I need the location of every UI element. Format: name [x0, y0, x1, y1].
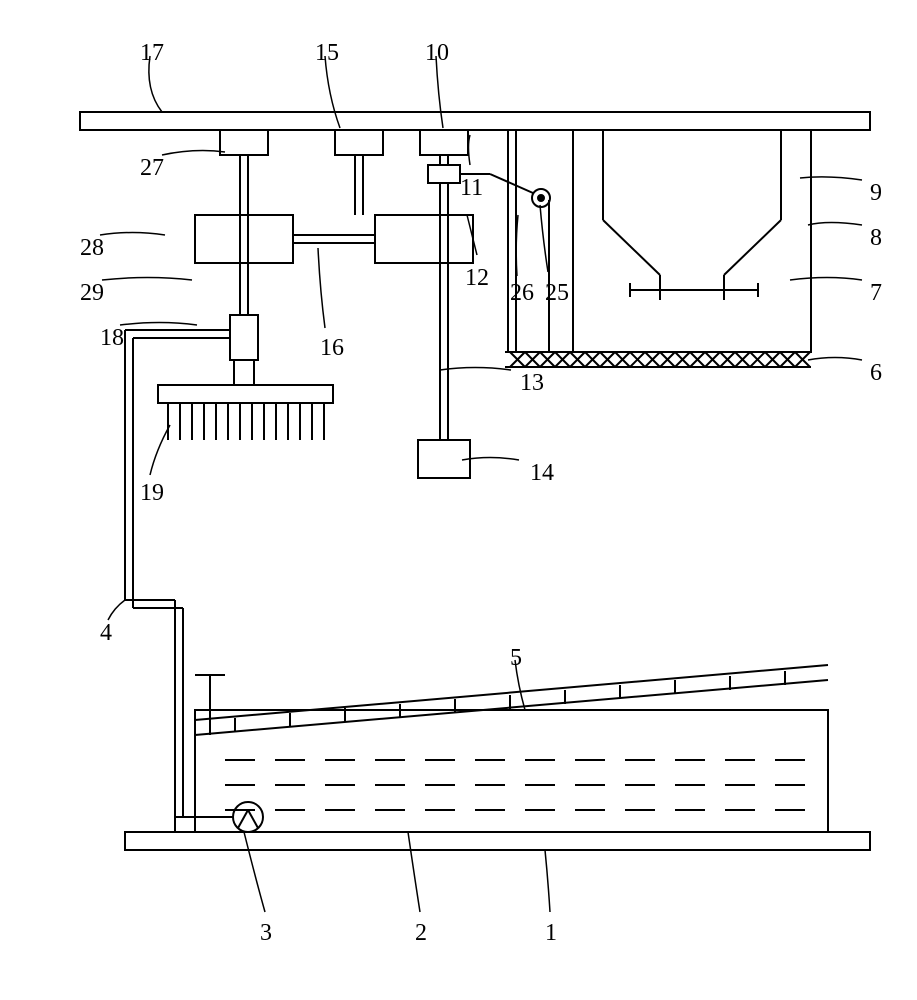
component-1	[125, 832, 870, 850]
label-n26: 26	[510, 280, 534, 307]
leader-n13	[440, 368, 511, 371]
label-n4: 4	[100, 620, 112, 647]
component-4-bottom	[175, 817, 233, 832]
label-n6: 6	[870, 360, 882, 387]
water-level	[225, 760, 810, 810]
leader-n29	[102, 278, 192, 281]
component-6-mesh	[505, 352, 811, 367]
component-11	[428, 165, 460, 183]
component-15	[335, 130, 383, 155]
leader-n2	[408, 832, 420, 912]
leader-n9	[800, 177, 862, 180]
label-n28: 28	[80, 235, 104, 262]
component-beam-17	[80, 112, 870, 130]
label-n29: 29	[80, 280, 104, 307]
leader-n25	[540, 205, 548, 272]
component-14	[418, 440, 470, 478]
label-n25: 25	[545, 280, 569, 307]
leader-n28	[100, 233, 165, 236]
leader-n6	[808, 358, 862, 361]
component-8	[573, 130, 811, 352]
leader-n27	[162, 151, 225, 155]
label-n11: 11	[460, 175, 483, 202]
label-n3: 3	[260, 920, 272, 947]
label-n7: 7	[870, 280, 882, 307]
label-n19: 19	[140, 480, 164, 507]
leader-n7	[790, 278, 862, 281]
leader-n11	[469, 135, 471, 165]
component-12	[375, 215, 473, 263]
leader-n18	[120, 323, 197, 326]
component-28	[195, 215, 293, 263]
leader-n1	[545, 850, 550, 912]
label-n15: 15	[315, 40, 339, 67]
label-n2: 2	[415, 920, 427, 947]
leader-n3	[244, 832, 265, 912]
label-n1: 1	[545, 920, 557, 947]
leader-n16	[318, 248, 325, 328]
label-n5: 5	[510, 645, 522, 672]
label-n27: 27	[140, 155, 164, 182]
label-n13: 13	[520, 370, 544, 397]
diagram-canvas: 123456789101112131415161718192526272829	[0, 0, 917, 1000]
label-n17: 17	[140, 40, 164, 67]
leader-n8	[808, 223, 862, 226]
label-n16: 16	[320, 335, 344, 362]
component-27	[220, 130, 268, 155]
leader-n4	[108, 600, 125, 620]
label-n8: 8	[870, 225, 882, 252]
patent-figure-svg	[0, 0, 917, 1000]
component-10	[420, 130, 468, 155]
component-18	[230, 315, 258, 360]
label-n10: 10	[425, 40, 449, 67]
label-n18: 18	[100, 325, 124, 352]
label-n14: 14	[530, 460, 554, 487]
component-19-head	[158, 385, 333, 403]
label-n9: 9	[870, 180, 882, 207]
leader-n26	[516, 215, 518, 276]
label-n12: 12	[465, 265, 489, 292]
component-2	[195, 710, 828, 832]
